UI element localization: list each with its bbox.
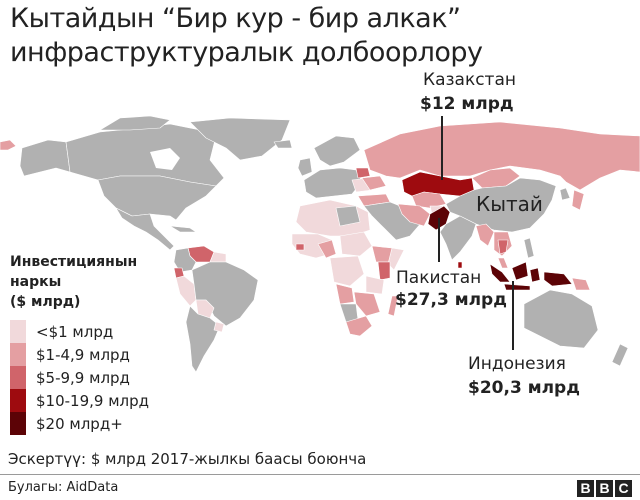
china-label: Кытай <box>476 192 543 216</box>
legend-label: <$1 млрд <box>36 322 114 341</box>
region-west-africa <box>291 233 333 259</box>
title-line-1: Кытайдын “Бир кур - бир алкак” <box>10 3 461 34</box>
page-title: Кытайдын “Бир кур - бир алкак” инфрастру… <box>10 2 483 70</box>
legend-title: Инвестициянын наркы ($ млрд) <box>10 252 137 312</box>
legend-item: $1-4,9 млрд <box>10 343 149 366</box>
region-greenland <box>189 117 291 161</box>
legend-label: $5-9,9 млрд <box>36 368 130 387</box>
bbc-logo-letter: B <box>577 480 594 497</box>
kazakhstan-value: $12 млрд <box>420 94 514 114</box>
footnote: Эскертүү: $ млрд 2017-жылкы баасы боюнча <box>8 450 367 468</box>
world-map <box>0 115 640 373</box>
legend-swatch <box>10 412 26 435</box>
legend-swatch <box>10 389 26 412</box>
legend-title-line-2: наркы <box>10 274 62 290</box>
region-scandinavia <box>313 135 361 167</box>
region-south-africa <box>345 315 373 337</box>
legend-item: $20 млрд+ <box>10 412 149 435</box>
region-angola <box>335 283 355 305</box>
region-argentina <box>185 305 221 373</box>
legend-label: $20 млрд+ <box>36 414 123 433</box>
legend-swatch <box>10 366 26 389</box>
legend-item: <$1 млрд <box>10 320 149 343</box>
legend-label: $10-19,9 млрд <box>36 391 150 410</box>
bbc-logo: B B C <box>577 480 632 497</box>
legend-title-line-1: Инвестициянын <box>10 254 138 270</box>
legend-item: $10-19,9 млрд <box>10 389 149 412</box>
region-iran <box>397 203 431 227</box>
region-indonesia <box>489 263 511 283</box>
region-mexico <box>115 207 175 251</box>
region-russia-far-east-west <box>0 139 17 151</box>
legend-label: $1-4,9 млрд <box>36 345 130 364</box>
source-credit: Булагы: AidData <box>8 480 119 495</box>
legend-item: $5-9,9 млрд <box>10 366 149 389</box>
legend-title-line-3: ($ млрд) <box>10 294 81 310</box>
indonesia-label: Индонезия <box>468 354 566 374</box>
pakistan-label: Пакистан <box>396 268 482 288</box>
region-kenya <box>377 261 391 281</box>
region-russia <box>363 121 640 191</box>
legend-swatch <box>10 320 26 343</box>
region-india <box>439 215 477 261</box>
region-australia <box>523 289 599 349</box>
indonesia-value: $20,3 млрд <box>468 378 580 398</box>
legend-swatch <box>10 343 26 366</box>
footer-divider <box>0 474 640 475</box>
bbc-logo-letter: C <box>615 480 632 497</box>
region-alaska <box>19 139 71 177</box>
legend: <$1 млрд $1-4,9 млрд $5-9,9 млрд $10-19,… <box>10 320 149 435</box>
bbc-logo-letter: B <box>596 480 613 497</box>
pakistan-value: $27,3 млрд <box>395 290 507 310</box>
region-peru <box>175 275 197 307</box>
region-bolivia <box>195 299 215 319</box>
kazakhstan-label: Казакстан <box>423 70 516 90</box>
title-line-2: инфраструктуралык долбоорлору <box>10 37 483 68</box>
